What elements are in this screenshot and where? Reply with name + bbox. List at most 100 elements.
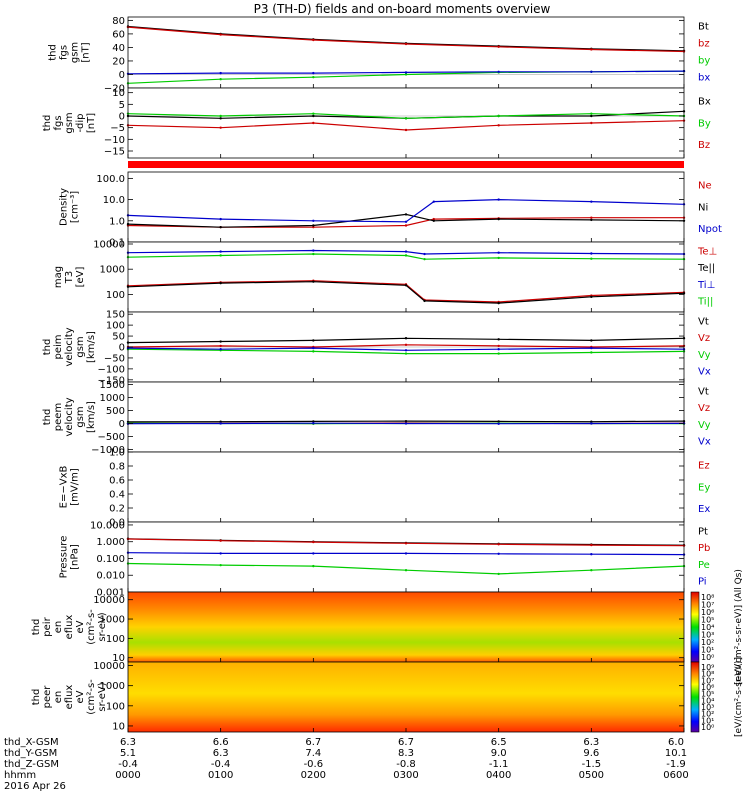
y-axis-label: [eV] bbox=[75, 267, 86, 288]
data-point bbox=[312, 75, 315, 79]
colorbar-peir-spectrogram bbox=[690, 591, 700, 663]
orbit-value: -1.5 bbox=[582, 759, 602, 770]
data-point bbox=[312, 552, 315, 555]
y-tick-label: 1500 bbox=[100, 380, 125, 391]
y-axis-label: Pressure bbox=[59, 536, 70, 579]
orbit-value: -0.6 bbox=[304, 759, 324, 770]
legend-entry: bz bbox=[698, 39, 710, 50]
colorbar-tick: 10⁰ bbox=[701, 723, 714, 732]
y-tick-label: 0.001 bbox=[96, 588, 125, 599]
orbit-value: 6.3 bbox=[583, 737, 599, 748]
data-point bbox=[423, 299, 426, 303]
data-point bbox=[312, 420, 315, 423]
y-axis-label: [nT] bbox=[86, 113, 97, 133]
orbit-value: -0.4 bbox=[211, 759, 231, 770]
data-point bbox=[312, 225, 315, 229]
y-axis-label: [nT] bbox=[81, 42, 92, 62]
data-point bbox=[219, 217, 222, 221]
legend-entry: Ti|| bbox=[697, 297, 713, 308]
y-tick-label: −20 bbox=[104, 84, 125, 95]
colorbar-tick: 10³ bbox=[701, 703, 714, 712]
data-point bbox=[497, 301, 500, 305]
y-axis-label: -dip bbox=[75, 113, 86, 132]
data-point bbox=[404, 349, 408, 352]
data-point bbox=[219, 281, 222, 285]
data-point bbox=[590, 351, 593, 354]
x-tick-label: 0100 bbox=[208, 770, 233, 781]
y-tick-label: 10 bbox=[112, 721, 125, 732]
x-tick-label: 0600 bbox=[663, 770, 688, 781]
data-point bbox=[590, 252, 593, 255]
orbit-value: 6.0 bbox=[668, 737, 684, 748]
data-point bbox=[312, 224, 315, 227]
y-tick-label: 100 bbox=[106, 701, 125, 712]
x-tick-label: 0200 bbox=[301, 770, 326, 781]
y-axis-label: [km/s] bbox=[86, 331, 97, 363]
y-tick-label: 1.0 bbox=[109, 448, 125, 459]
y-tick-label: 20 bbox=[112, 56, 125, 67]
data-point bbox=[404, 250, 408, 253]
y-axis-label: gsm bbox=[70, 42, 81, 63]
series-line-Ti|| bbox=[127, 253, 685, 260]
y-tick-label: 0.8 bbox=[109, 462, 125, 473]
data-point bbox=[497, 256, 500, 260]
data-point bbox=[590, 552, 593, 556]
y-axis-label: gsm bbox=[75, 336, 86, 357]
data-point bbox=[432, 219, 435, 222]
y-tick-label: 100 bbox=[106, 321, 125, 332]
series-line-Npot bbox=[127, 198, 685, 223]
colorbar-tick: 10⁶ bbox=[701, 608, 714, 617]
series-line-Ti⊥ bbox=[127, 249, 685, 255]
orbit-value: 7.4 bbox=[305, 748, 321, 759]
data-point bbox=[590, 568, 593, 572]
y-axis-label: gsm bbox=[64, 112, 75, 133]
y-axis-label: [km/s] bbox=[86, 401, 97, 433]
y-axis-label: E=−VxB bbox=[59, 466, 70, 509]
orbit-value: 6.3 bbox=[213, 748, 229, 759]
y-axis-label: sr-eV) bbox=[97, 682, 108, 711]
orbit-row-label: thd_Z-GSM bbox=[4, 759, 59, 770]
data-point bbox=[219, 71, 222, 75]
legend-entry: Vt bbox=[698, 387, 709, 398]
y-axis-label: (cm²-s- bbox=[86, 679, 97, 715]
data-point bbox=[404, 128, 408, 132]
y-tick-label: 0.100 bbox=[96, 554, 125, 565]
panel-efield: Ez Ey Ex 1.0 0.8 0.6 0.4 0.2 0.0 E=−VxB [mV/m] bbox=[59, 448, 711, 529]
data-point bbox=[219, 78, 222, 81]
orbit-row-label: thd_X-GSM bbox=[4, 737, 59, 748]
x-tick-label: 0500 bbox=[579, 770, 604, 781]
orbit-value: -1.9 bbox=[666, 759, 686, 770]
y-tick-label: 100 bbox=[106, 290, 125, 301]
y-tick-label: 10 bbox=[112, 653, 125, 664]
legend-entry: bx bbox=[698, 72, 710, 83]
y-tick-label: 50 bbox=[112, 332, 125, 343]
data-point bbox=[497, 338, 500, 341]
data-point bbox=[590, 112, 593, 115]
y-axis-label: velocity bbox=[64, 327, 75, 366]
data-point bbox=[590, 70, 593, 73]
data-point bbox=[312, 114, 315, 118]
data-point bbox=[404, 73, 408, 76]
data-point bbox=[312, 350, 315, 353]
y-tick-label: −15 bbox=[104, 147, 125, 158]
colorbar-tick: 10⁸ bbox=[701, 593, 714, 602]
legend-entry: Vx bbox=[698, 437, 711, 448]
legend-entry: Bz bbox=[698, 140, 710, 151]
legend-entry: Bx bbox=[698, 96, 711, 107]
panel-peem-velocity: Vt Vz Vy Vx 1500 1000 500 0 −500 −1000 thd peem velo… bbox=[42, 380, 711, 456]
colorbar-tick: 10¹ bbox=[701, 716, 714, 725]
colorbar-tick: 10⁵ bbox=[701, 690, 714, 699]
panel-background bbox=[128, 522, 684, 592]
data-point bbox=[312, 339, 315, 342]
y-tick-label: 0.6 bbox=[109, 476, 125, 487]
legend-entry: Npot bbox=[698, 224, 722, 235]
panel-background bbox=[128, 382, 684, 452]
legend-entry: Vx bbox=[698, 367, 711, 378]
colorbar-label: [eV/(cm²-s-sr-eV)] (All Qs) bbox=[734, 569, 744, 685]
y-axis-label: thd bbox=[42, 409, 53, 426]
colorbar-tick: 10² bbox=[701, 710, 714, 719]
data-point bbox=[590, 295, 593, 299]
orbit-value: -1.1 bbox=[489, 759, 509, 770]
